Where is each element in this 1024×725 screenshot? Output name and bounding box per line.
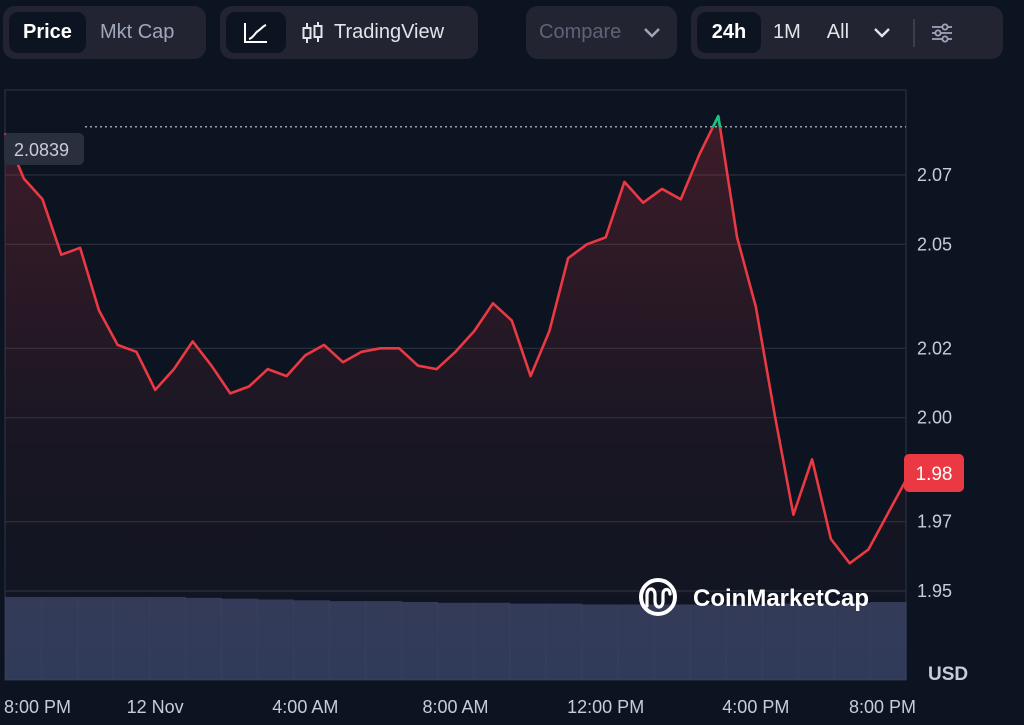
view-toggle: TradingView — [220, 6, 478, 59]
watermark-text: CoinMarketCap — [693, 585, 869, 612]
current-price-tag: 1.98 — [904, 454, 964, 492]
y-tick-label: 1.95 — [917, 581, 952, 601]
tradingview-button[interactable]: TradingView — [286, 12, 458, 53]
current-price-label: 1.98 — [916, 464, 953, 485]
y-tick-label: 2.02 — [917, 338, 952, 358]
reference-price-tag: 2.0839 — [4, 133, 84, 165]
y-tick-label: 2.00 — [917, 408, 952, 428]
currency-label: USD — [928, 664, 968, 685]
coinmarketcap-logo-icon — [639, 578, 677, 616]
range-1m[interactable]: 1M — [773, 21, 801, 43]
line-chart-icon — [244, 22, 267, 43]
candlestick-icon — [302, 21, 323, 43]
y-axis: 2.07 2.05 2.02 2.00 1.97 1.95 — [917, 165, 952, 601]
reference-price-label: 2.0839 — [14, 140, 69, 160]
toolbar-divider — [913, 18, 916, 47]
x-tick-label: 8:00 AM — [422, 697, 488, 717]
x-tick-label: 4:00 AM — [272, 697, 338, 717]
x-tick-label: 4:00 PM — [722, 697, 789, 717]
y-tick-label: 2.05 — [917, 234, 952, 254]
settings-button[interactable] — [925, 12, 959, 53]
price-area-fill — [5, 116, 906, 681]
range-all[interactable]: All — [826, 21, 850, 43]
tradingview-label: TradingView — [334, 21, 445, 43]
line-chart-button[interactable] — [226, 12, 286, 53]
range-more-button[interactable] — [863, 12, 901, 53]
x-tick-label: 12:00 PM — [567, 697, 644, 717]
metric-toggle: Price Mkt Cap — [3, 6, 206, 59]
x-axis: 8:00 PM 12 Nov 4:00 AM 8:00 AM 12:00 PM 4:00 … — [4, 697, 916, 717]
sliders-icon — [932, 23, 953, 42]
compare-label: Compare — [539, 21, 622, 43]
x-tick-label: 8:00 PM — [4, 697, 71, 717]
price-line-below — [3, 126, 908, 565]
chevron-down-icon — [644, 27, 660, 38]
range-toggle: 24h 1M All — [691, 6, 1003, 59]
chevron-down-icon — [874, 27, 890, 38]
tab-price[interactable]: Price — [9, 12, 86, 53]
range-24h[interactable]: 24h — [697, 12, 761, 53]
x-tick-label: 12 Nov — [127, 697, 184, 717]
y-tick-label: 2.07 — [917, 165, 952, 185]
x-tick-label: 8:00 PM — [849, 697, 916, 717]
y-tick-label: 1.97 — [917, 512, 952, 532]
compare-dropdown[interactable]: Compare — [526, 6, 677, 59]
coinmarketcap-watermark: CoinMarketCap — [639, 578, 869, 616]
tab-mkt-cap[interactable]: Mkt Cap — [99, 21, 175, 43]
